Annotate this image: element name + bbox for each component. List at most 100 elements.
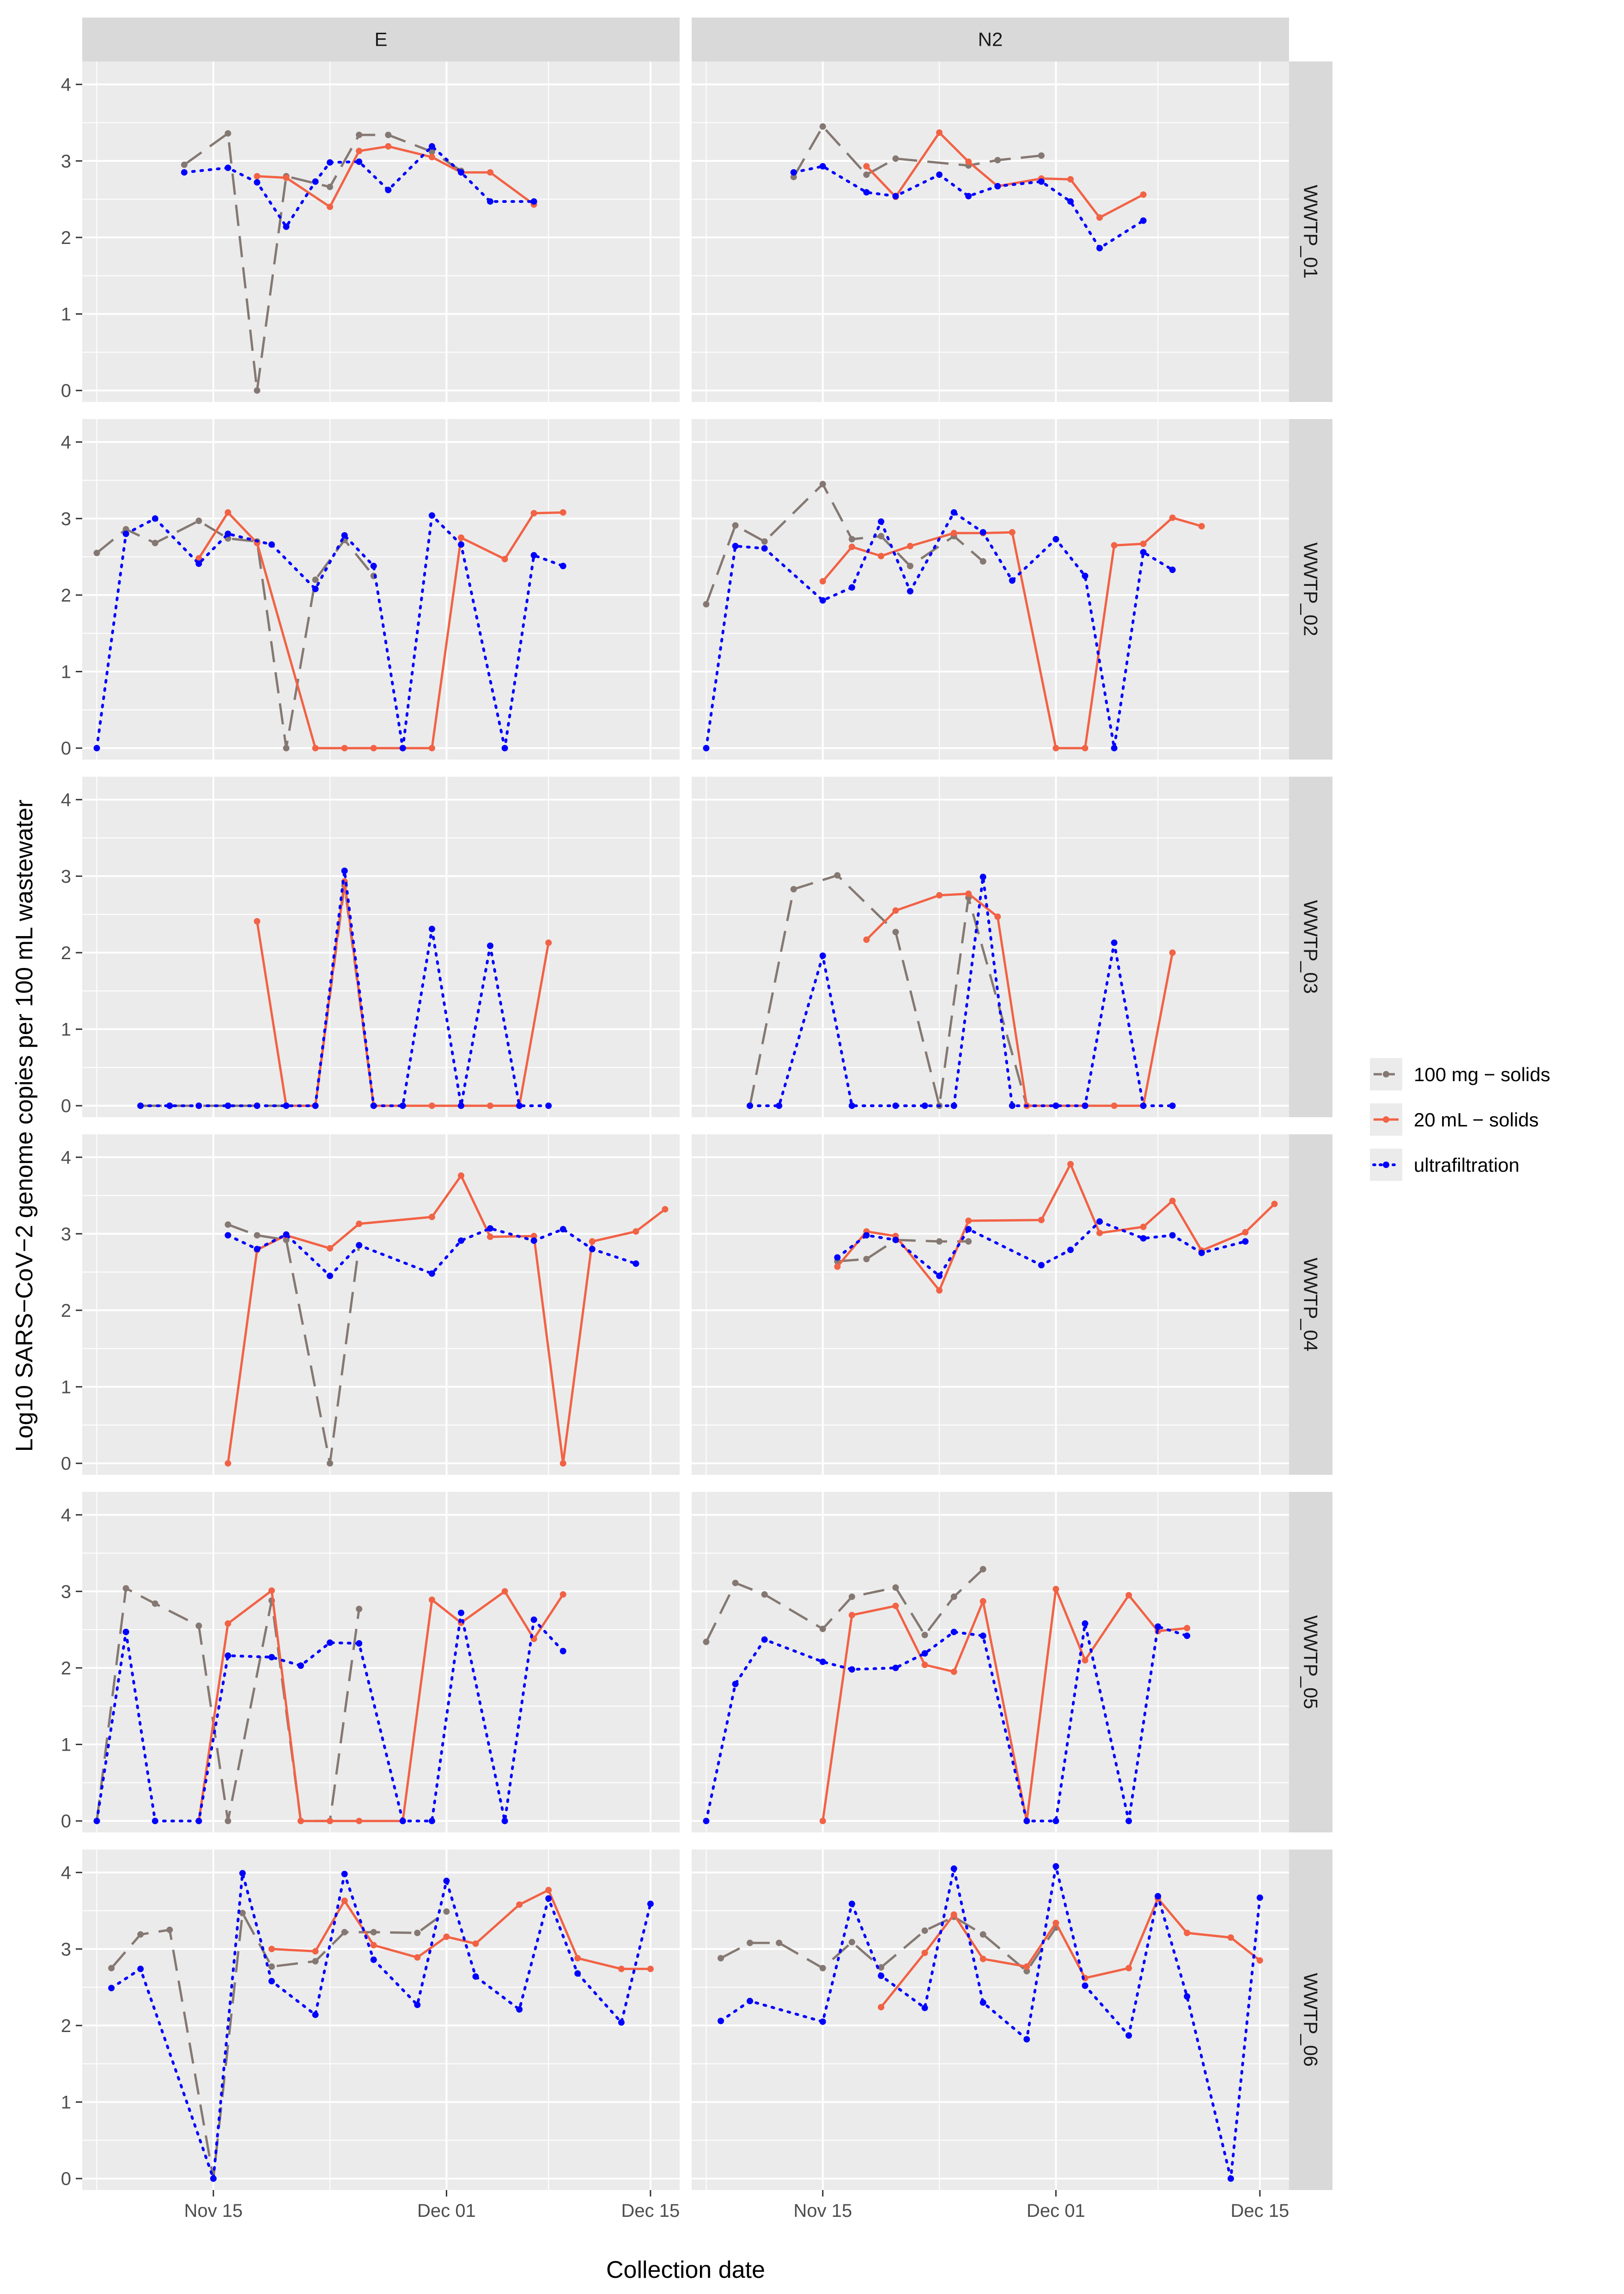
facet-strip-label: N2: [978, 29, 1003, 50]
data-point: [936, 892, 943, 899]
data-point: [965, 1226, 972, 1233]
data-point: [137, 1102, 144, 1109]
data-point: [428, 1596, 435, 1603]
data-point: [501, 745, 508, 752]
data-point: [428, 1270, 435, 1277]
data-point: [195, 517, 202, 524]
series-line-WWTP_03-E-2: [139, 869, 550, 1107]
data-point: [414, 1954, 421, 1961]
series-line-WWTP_06-E-1: [271, 1889, 651, 1970]
facet-strip-label: WWTP_05: [1300, 1615, 1322, 1709]
data-point: [1198, 1249, 1205, 1256]
data-point: [979, 1632, 986, 1639]
data-point: [892, 1584, 899, 1591]
data-point: [254, 387, 261, 394]
data-point: [848, 584, 855, 591]
data-point: [560, 1648, 566, 1655]
data-point: [819, 1658, 826, 1665]
panel-background: [692, 1134, 1289, 1475]
data-point: [1023, 1818, 1030, 1825]
data-point: [1125, 1965, 1132, 1972]
data-point: [878, 553, 884, 560]
data-point: [1009, 1102, 1016, 1109]
x-tick-label: Dec 15: [1231, 2201, 1289, 2221]
data-point: [819, 2018, 826, 2025]
y-tick-label: 1: [61, 304, 71, 325]
data-point: [283, 1236, 290, 1243]
data-point: [356, 1242, 363, 1249]
series-line-WWTP_02-E-2: [95, 514, 565, 750]
y-tick-label: 2: [61, 228, 71, 248]
data-point: [225, 530, 231, 537]
data-point: [718, 2018, 724, 2024]
data-point: [1052, 1920, 1059, 1926]
data-point: [1052, 1586, 1059, 1593]
data-point: [501, 1588, 508, 1595]
data-point: [195, 1622, 202, 1629]
data-point: [892, 907, 899, 914]
data-point: [195, 1818, 202, 1825]
data-point: [965, 1217, 972, 1224]
data-point: [225, 1652, 231, 1659]
data-point: [747, 1997, 754, 2004]
data-point: [747, 1940, 754, 1947]
data-point: [443, 1908, 450, 1915]
data-point: [195, 1102, 202, 1109]
data-point: [341, 867, 348, 874]
data-point: [776, 1102, 783, 1109]
y-tick-label: 2: [61, 1658, 71, 1679]
data-point: [283, 745, 290, 752]
data-point: [487, 198, 493, 205]
y-tick-label: 3: [61, 1224, 71, 1244]
facet-strip-WWTP_04: [1289, 1134, 1332, 1475]
data-point: [1140, 549, 1147, 556]
data-point: [516, 1102, 523, 1109]
data-point: [560, 1460, 566, 1467]
data-point: [327, 159, 334, 166]
facet-strip-WWTP_01: [1289, 61, 1332, 402]
panel-background: [82, 61, 680, 402]
data-point: [994, 913, 1001, 920]
panel-background: [82, 1492, 680, 1832]
data-point: [530, 198, 537, 205]
data-point: [892, 1602, 899, 1609]
data-point: [327, 1460, 334, 1467]
y-tick-label: 0: [61, 2169, 71, 2189]
data-point: [1227, 2175, 1234, 2182]
y-tick-label: 3: [61, 866, 71, 887]
data-point: [283, 1102, 290, 1109]
data-point: [1125, 1592, 1132, 1599]
legend-label: 20 mL − solids: [1414, 1109, 1539, 1131]
data-point: [268, 1963, 275, 1970]
data-point: [210, 2175, 217, 2182]
data-point: [1140, 1235, 1147, 1242]
data-point: [1038, 178, 1045, 185]
data-point: [819, 163, 826, 170]
data-point: [979, 874, 986, 880]
data-point: [994, 157, 1001, 164]
data-point: [487, 1233, 493, 1240]
y-tick-label: 4: [61, 75, 71, 95]
data-point: [399, 1102, 406, 1109]
facet-strip-E: [82, 18, 680, 61]
data-point: [312, 576, 319, 583]
data-point: [370, 563, 377, 569]
data-point: [921, 1949, 928, 1956]
panel-background: [82, 419, 680, 760]
data-point: [428, 925, 435, 932]
data-point: [341, 745, 348, 752]
data-point: [93, 745, 100, 752]
data-point: [458, 534, 464, 541]
data-point: [790, 174, 797, 181]
data-point: [703, 1818, 710, 1825]
data-point: [530, 1237, 537, 1244]
data-point: [195, 555, 202, 562]
data-point: [108, 1965, 115, 1972]
data-point: [122, 526, 129, 533]
data-point: [950, 1102, 957, 1109]
data-point: [341, 1929, 348, 1935]
data-point: [1096, 1218, 1103, 1225]
data-point: [819, 1965, 826, 1972]
series-line-WWTP_04-E-0: [227, 1223, 360, 1465]
data-point: [761, 1591, 768, 1598]
